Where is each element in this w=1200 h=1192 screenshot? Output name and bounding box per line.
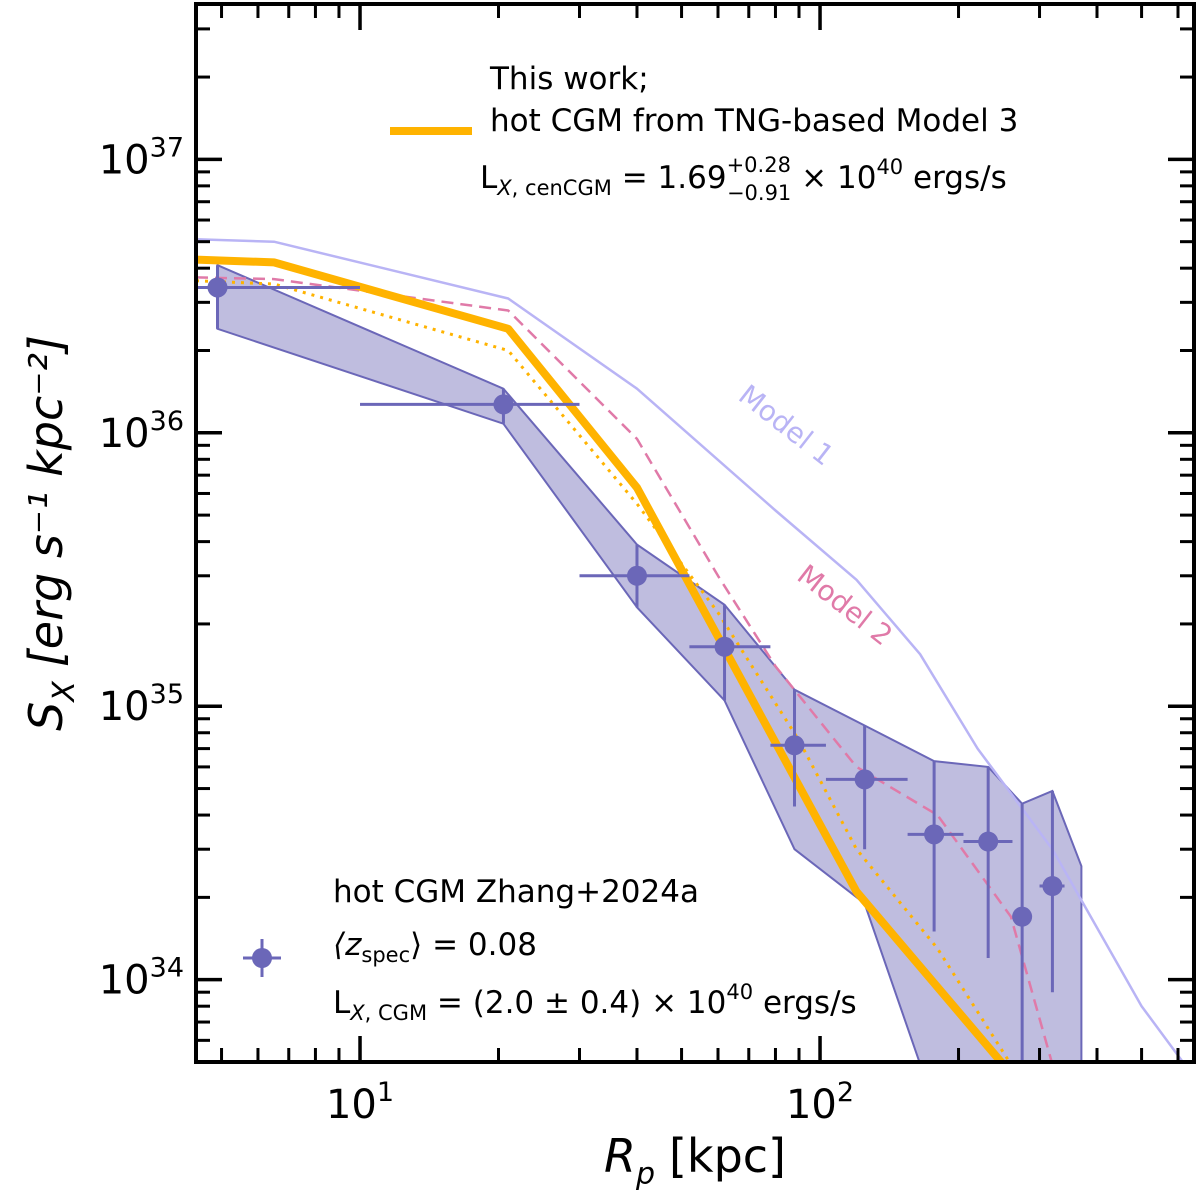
data-point-4 [784, 735, 805, 756]
y-axis-title: SX[erg s⁻¹ kpc⁻²] [19, 335, 82, 731]
legend-bottom-luminosity: LX, CGM = (2.0 ± 0.4) × 1040 ergs/s [333, 980, 857, 1025]
plot-area: Model 1 Model 2 [196, 238, 1185, 1062]
data-point-8 [1012, 906, 1033, 927]
axis-tick-labels: 101 102 1034 1035 1036 1037 [99, 132, 854, 1128]
data-point-5 [854, 769, 875, 790]
data-point-9 [1042, 876, 1063, 897]
data-point-2 [626, 565, 647, 586]
series-line-model-1 [196, 238, 1185, 1062]
legend-bottom: hot CGM Zhang+2024a ⟨zspec⟩ = 0.08 LX, C… [243, 874, 857, 1025]
y-tick-label: 1035 [99, 679, 184, 730]
model-label-1: Model 1 [732, 378, 840, 472]
data-point-7 [978, 831, 999, 852]
legend-top-luminosity: LX, cenCGM = 1.69+0.28 −0.91 × 1040 ergs/… [480, 153, 1007, 205]
data-point-3 [714, 636, 735, 657]
legend-bottom-line1: hot CGM Zhang+2024a [333, 874, 699, 910]
data-point-6 [924, 824, 945, 845]
data-point-1 [493, 394, 514, 415]
plot-frame [194, 2, 1196, 1064]
model-label-2: Model 2 [791, 558, 899, 652]
legend-top: This work; hot CGM from TNG-based Model … [390, 61, 1018, 205]
legend-bottom-redshift: ⟨zspec⟩ = 0.08 [333, 927, 537, 967]
series-line-dotted [196, 279, 1012, 1062]
uncertainty-band [216, 263, 1083, 1062]
legend-top-line1: This work; [489, 61, 649, 97]
axis-ticks [196, 4, 1194, 1064]
x-axis-title: Rp [kpc] [604, 1129, 786, 1192]
x-tick-label: 101 [326, 1077, 394, 1128]
legend-bottom-swatch-marker [252, 948, 272, 968]
legend-top-line2: hot CGM from TNG-based Model 3 [490, 103, 1018, 139]
series-line-this-work-hot-cgm-from-tng-based-model-3 [196, 255, 1007, 1062]
x-tick-label: 102 [786, 1077, 854, 1128]
y-tick-label: 1034 [99, 953, 184, 1004]
data-point-0 [207, 277, 228, 298]
y-tick-label: 1036 [99, 406, 184, 457]
y-tick-label: 1037 [99, 132, 184, 183]
